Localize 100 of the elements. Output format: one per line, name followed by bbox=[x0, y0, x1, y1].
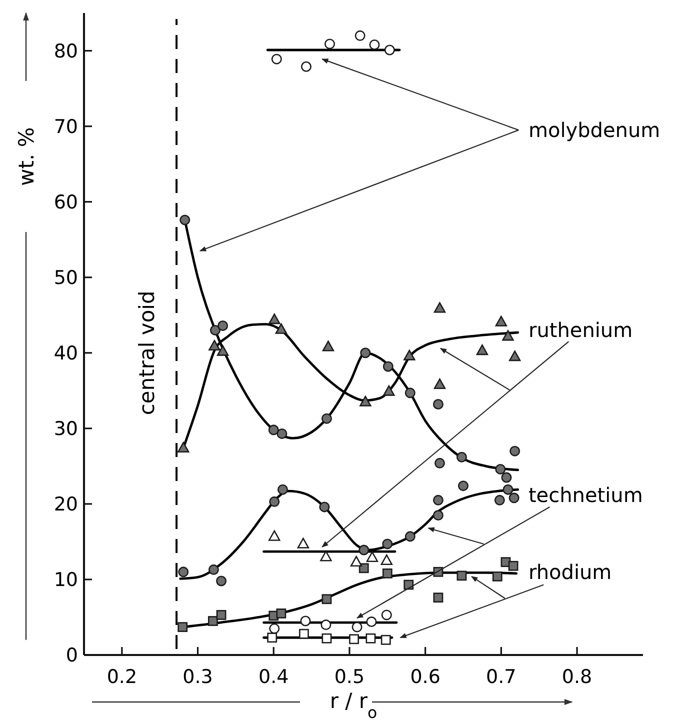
point bbox=[380, 554, 392, 566]
point bbox=[350, 556, 362, 567]
x-tick-label: 0.7 bbox=[486, 666, 516, 688]
y-tick-label: 10 bbox=[54, 569, 78, 592]
x-tick-label: 0.3 bbox=[182, 666, 213, 688]
point bbox=[216, 576, 227, 586]
point bbox=[349, 634, 359, 644]
point bbox=[404, 388, 416, 398]
point bbox=[510, 446, 520, 456]
point bbox=[319, 502, 330, 512]
point bbox=[434, 302, 446, 313]
point bbox=[508, 560, 518, 571]
point bbox=[404, 531, 416, 542]
point bbox=[456, 570, 467, 581]
point bbox=[492, 572, 502, 582]
y-tick-label: 50 bbox=[54, 267, 78, 290]
point bbox=[495, 316, 508, 326]
y-tick-label: 30 bbox=[54, 418, 78, 440]
x-tick-label: 0.5 bbox=[334, 666, 365, 688]
point bbox=[210, 324, 220, 336]
point bbox=[268, 424, 279, 436]
annotation: molybdenum bbox=[528, 118, 660, 142]
point bbox=[369, 39, 380, 50]
point bbox=[178, 566, 189, 578]
point bbox=[404, 580, 414, 590]
y-tick-label: 0 bbox=[66, 644, 78, 667]
x-tick-label: 0.8 bbox=[562, 666, 592, 688]
point bbox=[366, 633, 376, 644]
point bbox=[321, 413, 332, 424]
point bbox=[501, 472, 512, 483]
x-tick-label: 0.6 bbox=[410, 666, 440, 688]
point bbox=[434, 378, 446, 390]
point bbox=[380, 634, 391, 645]
point bbox=[178, 442, 190, 452]
point bbox=[456, 452, 467, 462]
point bbox=[366, 616, 377, 628]
point bbox=[300, 616, 311, 626]
point bbox=[432, 494, 444, 506]
point bbox=[268, 314, 280, 324]
point bbox=[218, 320, 228, 331]
point bbox=[276, 608, 286, 618]
point bbox=[366, 551, 378, 562]
point bbox=[404, 350, 416, 360]
point bbox=[360, 348, 371, 358]
point bbox=[208, 616, 218, 626]
point bbox=[268, 530, 280, 541]
point bbox=[275, 323, 288, 334]
point bbox=[322, 633, 332, 644]
point bbox=[320, 620, 332, 630]
point bbox=[216, 610, 226, 620]
point bbox=[178, 622, 188, 632]
point bbox=[495, 464, 506, 474]
point bbox=[433, 592, 444, 603]
point bbox=[381, 610, 392, 620]
x-tick-label: 0.2 bbox=[106, 666, 138, 688]
point bbox=[476, 344, 488, 356]
point bbox=[432, 398, 444, 410]
point bbox=[508, 492, 520, 504]
annotation: rhodium bbox=[528, 560, 612, 584]
point bbox=[434, 458, 445, 468]
point bbox=[382, 538, 393, 550]
point bbox=[384, 44, 395, 56]
point bbox=[300, 61, 312, 72]
point bbox=[354, 30, 366, 41]
point bbox=[382, 568, 392, 578]
point bbox=[358, 563, 369, 574]
x-axis-title: r / r$_{o}$ bbox=[330, 689, 378, 722]
point bbox=[324, 38, 335, 50]
point bbox=[180, 214, 190, 226]
point bbox=[508, 350, 521, 362]
point bbox=[208, 564, 219, 575]
point bbox=[458, 480, 468, 492]
point bbox=[382, 361, 394, 372]
y-tick-label: 60 bbox=[54, 191, 78, 214]
annotation: technetium bbox=[528, 482, 643, 507]
point bbox=[352, 622, 362, 632]
point bbox=[502, 484, 514, 495]
ref-line-label: central void bbox=[134, 290, 159, 416]
point bbox=[269, 496, 280, 507]
y-tick-label: 80 bbox=[54, 40, 78, 62]
y-tick-label: 40 bbox=[54, 342, 78, 365]
point bbox=[360, 396, 372, 406]
point bbox=[320, 550, 332, 562]
y-axis-title: wt. % bbox=[14, 127, 38, 186]
point bbox=[297, 538, 310, 548]
x-tick-label: 0.4 bbox=[258, 666, 289, 688]
point bbox=[299, 628, 309, 639]
point bbox=[276, 428, 288, 439]
point bbox=[383, 385, 395, 396]
point bbox=[216, 345, 229, 356]
point bbox=[277, 484, 288, 495]
point bbox=[208, 340, 220, 351]
point bbox=[271, 54, 282, 64]
y-tick-label: 20 bbox=[54, 494, 78, 516]
point bbox=[502, 330, 514, 341]
point bbox=[322, 594, 332, 604]
point bbox=[494, 494, 505, 506]
point bbox=[358, 544, 370, 556]
point bbox=[322, 340, 334, 352]
y-tick-label: 70 bbox=[54, 116, 78, 138]
